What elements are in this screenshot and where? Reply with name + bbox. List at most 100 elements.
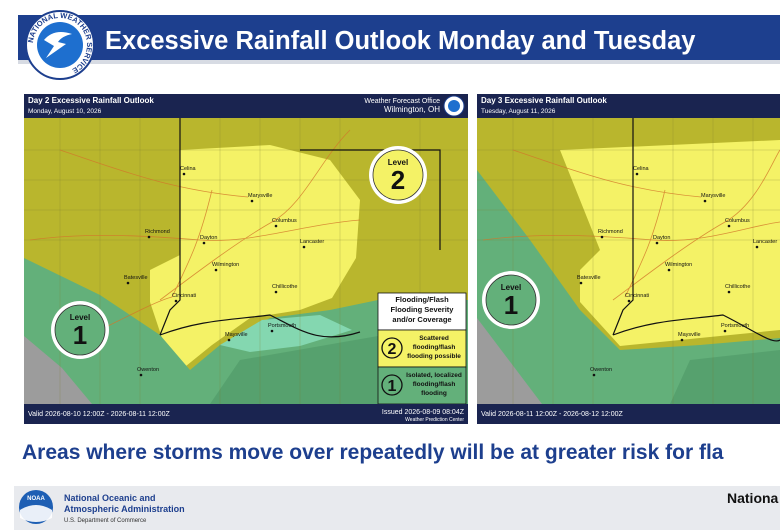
level-label: Level xyxy=(501,283,521,292)
noaa-logo-text: NOAA xyxy=(27,496,45,502)
city-dot xyxy=(627,299,631,303)
city-dot xyxy=(703,199,707,203)
legend-item-text: flooding possible xyxy=(407,353,461,360)
legend-item-box xyxy=(377,329,467,368)
legend-item-number: 1 xyxy=(388,378,397,395)
city-dot xyxy=(755,245,759,249)
level-number: 1 xyxy=(73,320,87,350)
map-footer-bar xyxy=(477,404,780,424)
city-dot xyxy=(147,235,151,239)
city-label: Marysville xyxy=(248,193,272,199)
city-label: Chillicothe xyxy=(725,284,750,290)
city-dot xyxy=(139,373,143,377)
city-label: Celina xyxy=(180,166,197,172)
map-panel: Day 2 Excessive Rainfall Outlook Monday, … xyxy=(24,94,468,424)
city-dot xyxy=(579,281,583,285)
city-label: Marysville xyxy=(701,193,725,199)
noaa-logo: NOAA xyxy=(19,490,53,524)
level-badge-fill xyxy=(372,149,424,201)
city-dot xyxy=(723,329,727,333)
city-label: Columbus xyxy=(725,218,750,224)
city-dot xyxy=(182,172,186,176)
city-dot xyxy=(667,268,671,272)
city-dot xyxy=(250,199,254,203)
city-dot xyxy=(214,268,218,272)
city-dot xyxy=(655,241,659,245)
city-dot xyxy=(635,172,639,176)
office-location: Wilmington, OH xyxy=(384,105,440,114)
city-dot xyxy=(302,245,306,249)
city-label: Cincinnati xyxy=(172,293,196,299)
map-panel: Day 3 Excessive Rainfall Outlook Tuesday,… xyxy=(477,94,780,424)
map-2-geography xyxy=(477,118,780,404)
city-label: Lancaster xyxy=(300,239,324,245)
city-label: Wilmington xyxy=(212,262,239,268)
city-label: Wilmington xyxy=(665,262,692,268)
level-number: 2 xyxy=(391,165,405,195)
level-label: Level xyxy=(388,158,408,167)
city-dot xyxy=(227,338,231,342)
map-footer-bar xyxy=(24,404,468,424)
city-dot xyxy=(274,224,278,228)
legend-item-badge xyxy=(381,337,403,359)
city-label: Maysville xyxy=(225,332,248,338)
legend-item-text: flooding/flash xyxy=(413,344,456,351)
legend-item-text: Scattered xyxy=(419,335,449,342)
agency-line-2: Atmospheric Administration xyxy=(64,504,185,514)
issuing-center: Weather Prediction Center xyxy=(405,417,464,423)
office: Weather Forecast Office xyxy=(364,98,440,105)
slide-title: Excessive Rainfall Outlook Monday and Tu… xyxy=(105,27,696,55)
city-label: Columbus xyxy=(272,218,297,224)
message: Areas where storms move over repeatedly … xyxy=(22,441,724,464)
map-title: Day 3 Excessive Rainfall Outlook xyxy=(481,96,607,105)
map-date: Monday, August 10, 2026 xyxy=(28,108,102,115)
city-label: Maysville xyxy=(678,332,701,338)
issued-time: Issued 2026-08-09 08:04Z xyxy=(382,409,465,416)
level-badge-fill xyxy=(485,274,537,326)
department: U.S. Department of Commerce xyxy=(64,518,147,524)
legend-item-badge xyxy=(381,374,403,396)
legend-title: Flooding/Flash xyxy=(395,295,449,304)
level-number: 1 xyxy=(504,290,518,320)
level-badge-fill xyxy=(54,304,106,356)
city-dot xyxy=(592,373,596,377)
city-label: Lancaster xyxy=(753,239,777,245)
footer-right: Nationa xyxy=(727,490,779,506)
city-label: Batesville xyxy=(577,275,601,281)
city-dot xyxy=(727,224,731,228)
city-label: Batesville xyxy=(124,275,148,281)
city-dot xyxy=(270,329,274,333)
level-label: Level xyxy=(70,313,90,322)
header-bar xyxy=(18,15,780,63)
map-title-bar xyxy=(477,94,780,118)
city-label: Cincinnati xyxy=(625,293,649,299)
legend-item-number: 2 xyxy=(388,341,397,358)
map-title-bar xyxy=(24,94,468,118)
city-label: Dayton xyxy=(200,235,217,241)
city-dot xyxy=(680,338,684,342)
city-label: Richmond xyxy=(145,229,170,235)
legend-title: Flooding Severity xyxy=(391,305,455,314)
legend-item-text: Isolated, localized xyxy=(406,372,462,379)
city-label: Celina xyxy=(633,166,650,172)
nws-logo: NATIONAL WEATHER SERVICE xyxy=(25,10,95,80)
city-label: Portsmouth xyxy=(721,323,749,329)
city-dot xyxy=(202,241,206,245)
city-label: Portsmouth xyxy=(268,323,296,329)
legend-title: and/or Coverage xyxy=(392,315,451,324)
city-dot xyxy=(126,281,130,285)
city-dot xyxy=(727,290,731,294)
agency-line-1: National Oceanic and xyxy=(64,493,156,503)
city-dot xyxy=(174,299,178,303)
map-date: Tuesday, August 11, 2026 xyxy=(481,108,556,115)
city-dot xyxy=(274,290,278,294)
valid-time: Valid 2026-08-10 12:00Z - 2026-08-11 12:… xyxy=(28,411,171,418)
city-label: Chillicothe xyxy=(272,284,297,290)
city-label: Owenton xyxy=(137,367,159,373)
header-rule xyxy=(18,60,780,64)
city-label: Owenton xyxy=(590,367,612,373)
city-label: Richmond xyxy=(598,229,623,235)
city-dot xyxy=(600,235,604,239)
